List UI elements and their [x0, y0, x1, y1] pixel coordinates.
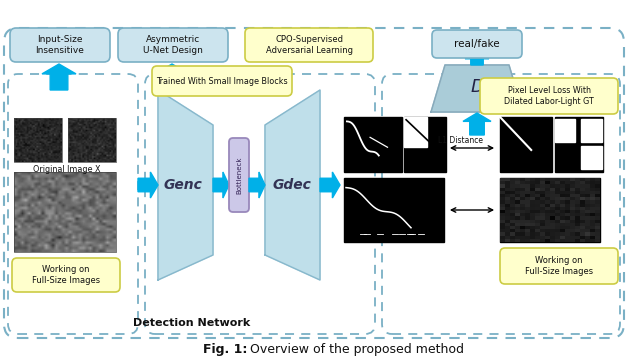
Bar — [404, 117, 446, 172]
Bar — [14, 172, 116, 252]
Polygon shape — [265, 90, 320, 280]
FancyBboxPatch shape — [500, 248, 618, 284]
Text: Working on
Full-Size Images: Working on Full-Size Images — [525, 256, 593, 276]
Text: D: D — [470, 77, 484, 95]
Bar — [344, 117, 402, 172]
Text: Original Image X: Original Image X — [33, 165, 100, 174]
FancyBboxPatch shape — [10, 28, 110, 62]
Text: L1 Distance: L1 Distance — [438, 136, 482, 145]
Text: real/fake: real/fake — [454, 39, 500, 49]
Bar — [500, 178, 600, 242]
Bar — [555, 117, 603, 172]
Text: Genc: Genc — [163, 178, 202, 192]
Text: Fig. 1:: Fig. 1: — [203, 343, 247, 356]
Polygon shape — [138, 172, 158, 198]
Bar — [500, 117, 552, 172]
Polygon shape — [213, 172, 229, 198]
Polygon shape — [155, 64, 189, 90]
Text: Detection Network: Detection Network — [133, 318, 251, 328]
Text: CPO-Supervised
Adversarial Learning: CPO-Supervised Adversarial Learning — [266, 35, 352, 55]
FancyBboxPatch shape — [152, 66, 292, 96]
Text: Bottleneck: Bottleneck — [236, 156, 242, 194]
Text: Pixel Level Loss With
Dilated Labor-Light GT: Pixel Level Loss With Dilated Labor-Ligh… — [504, 86, 594, 106]
Polygon shape — [431, 65, 523, 112]
Polygon shape — [42, 64, 76, 90]
Polygon shape — [249, 172, 265, 198]
Bar — [404, 117, 427, 147]
Polygon shape — [463, 113, 491, 135]
Text: Input-Size
Insensitive: Input-Size Insensitive — [36, 35, 84, 55]
Bar — [582, 119, 602, 142]
Bar — [344, 178, 444, 242]
FancyBboxPatch shape — [12, 258, 120, 292]
FancyBboxPatch shape — [480, 78, 618, 114]
Text: Overview of the proposed method: Overview of the proposed method — [250, 343, 464, 356]
FancyBboxPatch shape — [245, 28, 373, 62]
FancyBboxPatch shape — [432, 30, 522, 58]
Polygon shape — [320, 172, 340, 198]
Text: Gdec: Gdec — [273, 178, 311, 192]
Bar — [68, 118, 116, 162]
FancyBboxPatch shape — [118, 28, 228, 62]
Text: Working on
Full-Size Images: Working on Full-Size Images — [32, 265, 100, 285]
Bar — [14, 118, 62, 162]
FancyBboxPatch shape — [229, 138, 249, 212]
Text: Asymmetric
U-Net Design: Asymmetric U-Net Design — [143, 35, 203, 55]
Bar — [582, 146, 602, 169]
Polygon shape — [158, 90, 213, 280]
Bar — [555, 119, 575, 142]
Text: Trained With Small Image Blocks: Trained With Small Image Blocks — [156, 77, 288, 85]
Polygon shape — [465, 55, 489, 65]
